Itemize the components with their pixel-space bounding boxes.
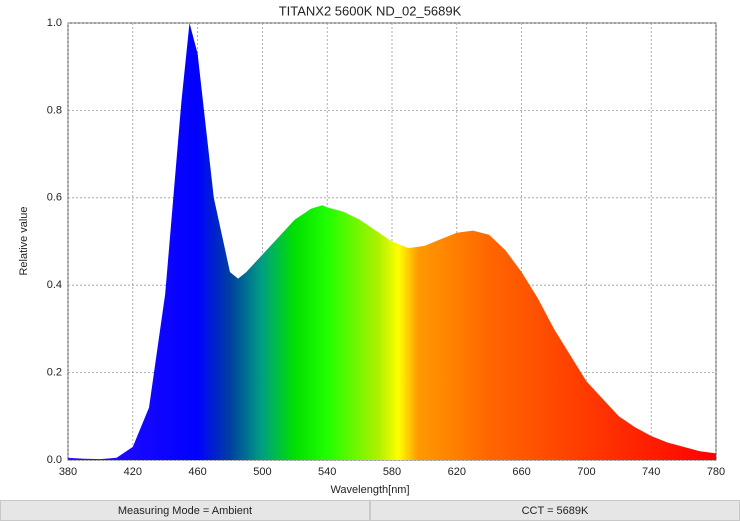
x-axis-label: Wavelength[nm] [330, 484, 409, 496]
marks [68, 23, 716, 460]
x-tick-label: 500 [253, 466, 271, 478]
y-tick-label: 0.4 [47, 279, 62, 291]
y-axis-label: Relative value [18, 206, 30, 275]
x-tick-label: 580 [383, 466, 401, 478]
chart: TITANX2 5600K ND_02_5689K Wavelength[nm]… [18, 3, 725, 496]
y-tick-label: 1.0 [47, 17, 62, 29]
y-tick-label: 0.6 [47, 192, 62, 204]
y-tick-label: 0.2 [47, 367, 62, 379]
x-tick-label: 540 [318, 466, 336, 478]
x-tick-label: 420 [124, 466, 142, 478]
y-tick-label: 0.8 [47, 104, 62, 116]
x-tick-label: 380 [59, 466, 77, 478]
x-tick-label: 460 [188, 466, 206, 478]
y-tick-label: 0.0 [47, 454, 62, 466]
status-bar: Measuring Mode = Ambient CCT = 5689K [0, 500, 740, 521]
x-tick-label: 740 [642, 466, 660, 478]
chart-title: TITANX2 5600K ND_02_5689K [279, 3, 462, 18]
spectrum-area [68, 23, 716, 460]
cct: CCT = 5689K [370, 500, 740, 521]
measuring-mode: Measuring Mode = Ambient [0, 500, 370, 521]
x-tick-label: 620 [448, 466, 466, 478]
x-tick-label: 700 [577, 466, 595, 478]
x-tick-label: 660 [512, 466, 530, 478]
x-tick-label: 780 [707, 466, 725, 478]
labels: 0.0 0.2 0.4 0.6 0.8 1.0 380 420 460 500 540 580 620 6… [47, 17, 725, 478]
